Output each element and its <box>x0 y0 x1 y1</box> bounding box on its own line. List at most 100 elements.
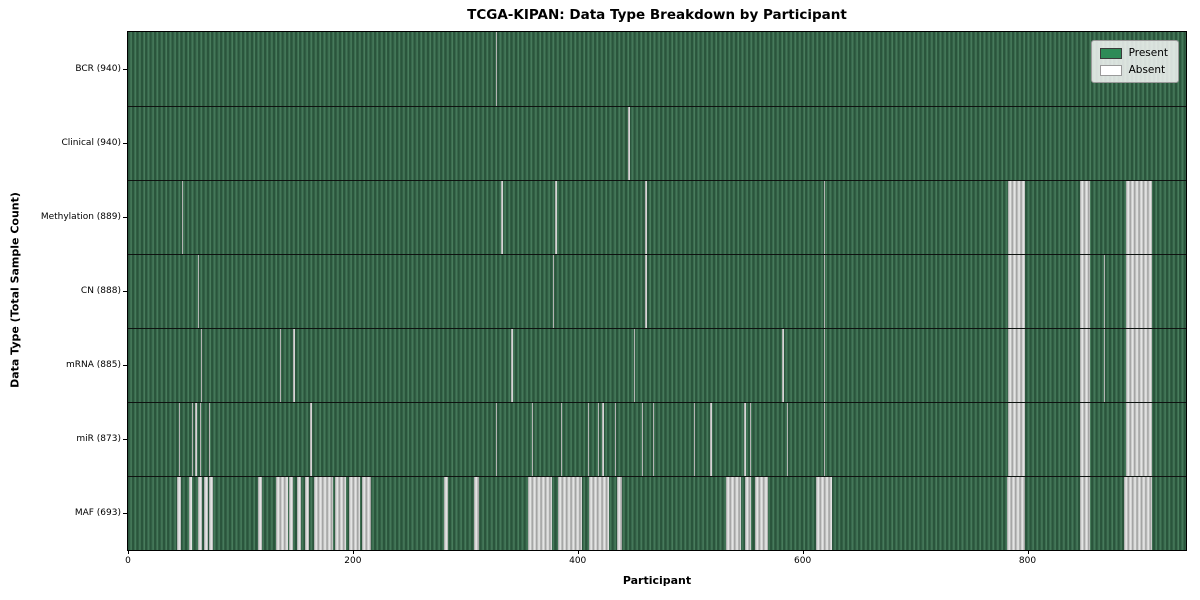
absent-segment <box>823 181 826 254</box>
absent-segment <box>617 477 622 550</box>
y-tick-label: MAF (693) <box>74 508 121 518</box>
absent-segment <box>334 477 347 550</box>
absent-segment <box>208 403 211 476</box>
legend-swatch-present <box>1099 47 1122 59</box>
heatmap-row-mir <box>128 402 1186 476</box>
absent-segment <box>495 32 498 106</box>
absent-segment <box>816 477 832 550</box>
absent-segment <box>511 329 513 402</box>
absent-segment <box>1008 181 1026 254</box>
x-tick-label: 600 <box>794 556 812 566</box>
absent-segment <box>192 403 194 476</box>
legend: Present Absent <box>1090 40 1179 83</box>
absent-segment <box>177 477 181 550</box>
absent-segment <box>1007 477 1026 550</box>
absent-segment <box>197 255 200 328</box>
absent-segment <box>628 107 630 180</box>
absent-segment <box>258 477 262 550</box>
absent-segment <box>782 329 784 402</box>
absent-segment <box>823 255 826 328</box>
absent-segment <box>1080 181 1091 254</box>
absent-segment <box>310 403 312 476</box>
y-tick-mark <box>123 143 127 144</box>
absent-segment <box>823 329 826 402</box>
absent-segment <box>745 477 751 550</box>
legend-swatch-absent <box>1099 64 1122 76</box>
absent-segment <box>279 329 282 402</box>
legend-item-absent: Absent <box>1099 64 1168 76</box>
legend-label: Absent <box>1128 64 1166 76</box>
absent-segment <box>531 403 534 476</box>
heatmap-row-mrna <box>128 328 1186 402</box>
absent-segment <box>1103 255 1106 328</box>
absent-segment <box>645 181 647 254</box>
absent-segment <box>786 403 789 476</box>
legend-label: Present <box>1128 47 1168 59</box>
absent-segment <box>1080 477 1091 550</box>
absent-segment <box>633 329 636 402</box>
heatmap-row-clinical <box>128 106 1186 180</box>
absent-segment <box>597 403 600 476</box>
absent-segment <box>1126 181 1153 254</box>
absent-segment <box>555 181 557 254</box>
absent-segment <box>204 477 208 550</box>
y-tick-label: CN (888) <box>80 286 121 296</box>
absent-segment <box>1103 329 1106 402</box>
absent-segment <box>199 403 202 476</box>
absent-segment <box>823 403 826 476</box>
y-tick-mark <box>123 439 127 440</box>
heatmap-row-methylation <box>128 180 1186 254</box>
absent-segment <box>501 181 503 254</box>
y-tick-mark <box>123 365 127 366</box>
y-tick-label: Methylation (889) <box>40 212 121 222</box>
absent-segment <box>755 477 768 550</box>
absent-segment <box>1008 403 1026 476</box>
absent-segment <box>1080 329 1091 402</box>
absent-segment <box>349 477 360 550</box>
absent-segment <box>361 477 371 550</box>
absent-segment <box>1008 329 1026 402</box>
x-tick-mark <box>577 550 579 554</box>
absent-segment <box>178 403 180 476</box>
absent-segment <box>749 403 752 476</box>
absent-segment <box>641 403 644 476</box>
absent-segment <box>557 477 583 550</box>
x-tick-label: 800 <box>1018 556 1037 566</box>
y-tick-mark <box>123 291 127 292</box>
heatmap-row-cn <box>128 254 1186 328</box>
absent-segment <box>443 477 449 550</box>
absent-segment <box>653 403 655 476</box>
x-tick-mark <box>802 550 804 554</box>
absent-segment <box>195 403 197 476</box>
absent-segment <box>1008 255 1026 328</box>
x-tick-label: 0 <box>125 556 131 566</box>
absent-segment <box>1126 403 1153 476</box>
absent-segment <box>744 403 746 476</box>
x-tick-label: 200 <box>344 556 362 566</box>
y-tick-label: miR (873) <box>76 434 121 444</box>
y-tick-mark <box>123 513 127 514</box>
absent-segment <box>1080 255 1091 328</box>
chart-title: TCGA-KIPAN: Data Type Breakdown by Parti… <box>467 7 847 23</box>
y-tick-mark <box>123 69 127 70</box>
heatmap-row-bcr <box>128 32 1186 106</box>
y-tick-mark <box>123 217 127 218</box>
absent-segment <box>1080 403 1091 476</box>
y-tick-label: BCR (940) <box>75 64 121 74</box>
absent-segment <box>495 403 498 476</box>
absent-segment <box>588 477 610 550</box>
absent-segment <box>304 477 310 550</box>
x-tick-mark <box>1027 550 1029 554</box>
absent-segment <box>201 329 203 402</box>
absent-segment <box>313 477 333 550</box>
y-tick-label: mRNA (885) <box>66 360 121 370</box>
plot-area: Present Absent <box>127 31 1187 551</box>
absent-segment <box>296 477 302 550</box>
absent-segment <box>1124 477 1153 550</box>
absent-segment <box>602 403 604 476</box>
x-tick-mark <box>352 550 354 554</box>
absent-segment <box>726 477 741 550</box>
absent-segment <box>288 477 294 550</box>
y-tick-label: Clinical (940) <box>61 138 121 148</box>
